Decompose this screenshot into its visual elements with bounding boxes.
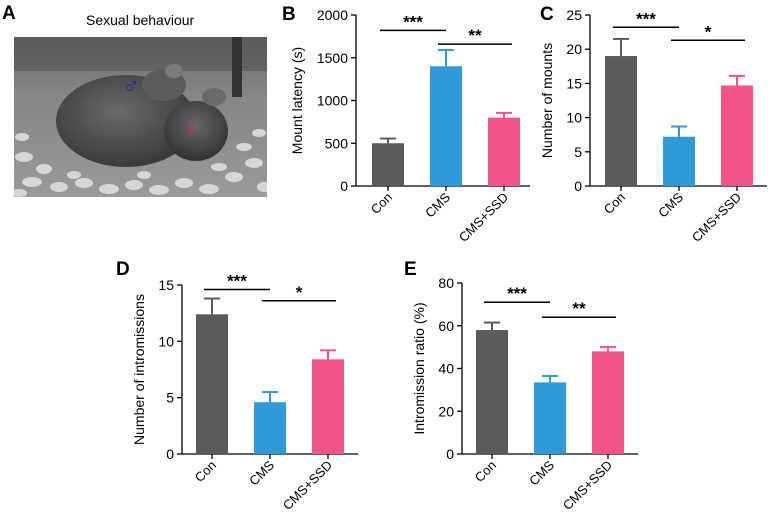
bar-cms — [430, 66, 462, 186]
x-tick-label: Con — [192, 458, 219, 485]
chart-mount-latency: B 0 500 1000 1500 2000 Mount latency (s) Con CMS… — [282, 4, 530, 245]
panel-letter-a: A — [2, 3, 16, 24]
bar-cms — [534, 382, 566, 454]
y-tick-label: 80 — [438, 275, 454, 291]
x-tick-label: CMS — [526, 457, 557, 488]
y-axis-label: Mount latency (s) — [289, 47, 305, 154]
y-tick-label: 0 — [446, 446, 454, 462]
y-tick-label: 10 — [158, 333, 174, 349]
significance-label: ** — [572, 299, 586, 318]
bar-cms-ssd — [312, 359, 344, 454]
y-tick-label: 20 — [438, 403, 454, 419]
y-tick-label: 0 — [166, 446, 174, 462]
x-tick-label: CMS+SSD — [689, 190, 744, 245]
y-tick-label: 1000 — [317, 93, 348, 109]
significance-label: * — [296, 283, 303, 302]
y-tick-label: 25 — [566, 7, 582, 23]
cage-wall — [14, 37, 267, 71]
y-tick-label: 5 — [166, 390, 174, 406]
mice-photo-image: ♂ ♀ — [14, 37, 267, 197]
y-tick-label: 0 — [340, 178, 348, 194]
y-tick-label: 5 — [574, 144, 582, 160]
significance-label: *** — [403, 12, 423, 31]
x-tick-label: CMS+SSD — [456, 190, 511, 245]
bedding — [14, 129, 267, 197]
y-axis-label: Number of intromissions — [131, 294, 147, 445]
y-tick-label: 1500 — [317, 50, 348, 66]
female-mouse-ear — [202, 88, 226, 106]
significance-label: * — [705, 22, 712, 41]
y-tick-label: 2000 — [317, 7, 348, 23]
bar-con — [605, 56, 637, 186]
chart-intromission-ratio: E 0 20 40 60 80 Intromission ratio (%) Con CMS CM… — [404, 259, 638, 513]
y-axis-label: Number of mounts — [539, 43, 555, 158]
y-tick-label: 15 — [158, 277, 174, 293]
x-tick-label: CMS — [422, 189, 453, 220]
significance-label: *** — [636, 9, 656, 28]
y-tick-label: 500 — [325, 135, 349, 151]
x-tick-label: CMS+SSD — [280, 458, 335, 513]
x-tick-label: CMS — [655, 189, 686, 220]
bar-cms-ssd — [721, 85, 753, 186]
x-tick-label: Con — [601, 190, 628, 217]
bar-cms-ssd — [592, 351, 624, 454]
bar-con — [476, 330, 508, 454]
bar-con — [196, 314, 228, 454]
panel-letter-d: D — [116, 259, 130, 280]
panel-letter-e: E — [404, 259, 417, 280]
male-symbol: ♂ — [122, 73, 140, 100]
bar-cms — [254, 402, 286, 454]
cage-post — [232, 37, 242, 97]
significance-label: *** — [507, 284, 527, 303]
bar-cms — [663, 136, 695, 186]
x-tick-label: CMS — [246, 457, 277, 488]
y-axis-label: Intromission ratio (%) — [411, 302, 427, 434]
y-tick-label: 40 — [438, 361, 454, 377]
photo-title: Sexual behaviour — [86, 12, 195, 28]
male-mouse-ear — [165, 64, 183, 78]
panel-letter-b: B — [282, 4, 296, 25]
x-tick-label: Con — [368, 190, 395, 217]
y-tick-label: 15 — [566, 75, 582, 91]
significance-label: ** — [468, 26, 482, 45]
y-tick-label: 60 — [438, 318, 454, 334]
x-tick-label: CMS+SSD — [560, 458, 615, 513]
female-symbol: ♀ — [182, 116, 200, 143]
chart-number-of-mounts: C 0 5 10 15 20 25 Number of mounts Con CMS CMS+SSD… — [539, 4, 767, 245]
y-tick-label: 0 — [574, 178, 582, 194]
x-tick-label: Con — [472, 458, 499, 485]
y-tick-label: 10 — [566, 110, 582, 126]
chart-number-of-intromissions: D 0 5 10 15 Number of intromissions Con CMS CMS+… — [116, 259, 358, 513]
y-tick-label: 20 — [566, 41, 582, 57]
bar-con — [372, 143, 404, 186]
panel-letter-c: C — [540, 4, 554, 25]
significance-label: *** — [227, 272, 247, 291]
bar-cms-ssd — [488, 117, 520, 186]
female-mouse — [164, 101, 228, 161]
mice-photo: ♂ ♀ — [14, 37, 267, 197]
